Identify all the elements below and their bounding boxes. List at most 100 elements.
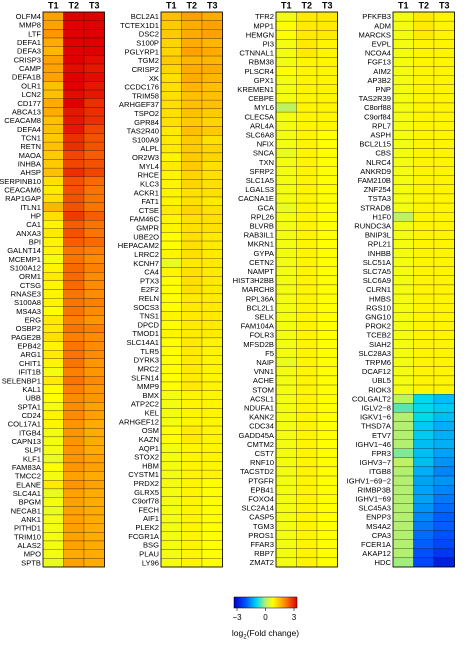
gene-label: ZMAT2 (250, 558, 274, 567)
gene-label: SLPI (25, 446, 41, 455)
heatmap-cell (83, 167, 105, 177)
heatmap-cell (201, 302, 223, 312)
heatmap-cell (201, 214, 223, 224)
gene-label: KAL1 (22, 385, 41, 394)
heatmap-cell (392, 475, 414, 486)
gene-label: PTGFR (248, 476, 274, 485)
heatmap-cell (83, 332, 105, 342)
heatmap-cell (433, 303, 455, 313)
heatmap-cell (296, 266, 318, 276)
heatmap-cell (42, 558, 64, 568)
heatmap-cell (413, 394, 435, 404)
heatmap-cell (413, 121, 435, 131)
heatmap-cell (83, 454, 105, 464)
heatmap-cell (63, 228, 85, 238)
heatmap-cell (63, 471, 85, 481)
heatmap-cell (181, 496, 203, 506)
gene-label: DPCD (137, 320, 159, 329)
heatmap-cell (160, 496, 182, 506)
heatmap-cell (83, 393, 105, 403)
heatmap-cell (296, 557, 318, 568)
heatmap-cell (83, 150, 105, 160)
heatmap-cell (83, 29, 105, 39)
heatmap-cell (413, 484, 435, 495)
gene-label: SLC6A8 (246, 131, 274, 140)
heatmap-cell (201, 152, 223, 162)
heatmap-cell (201, 276, 223, 286)
heatmap-cell (201, 82, 223, 92)
heatmap-cell (181, 240, 203, 250)
gene-label: MARCKS (359, 30, 392, 39)
heatmap-cell (83, 540, 105, 550)
gene-label: BNIP3L (365, 231, 391, 240)
heatmap-cell (296, 11, 318, 22)
gene-label: PITHD1 (14, 524, 41, 533)
heatmap-cell (160, 531, 182, 541)
heatmap-cell (392, 221, 414, 231)
heatmap-cell (392, 412, 414, 422)
heatmap-cell (413, 466, 435, 477)
heatmap-cell (42, 63, 64, 73)
gene-label: NDUFA1 (244, 403, 274, 412)
heatmap-cell (275, 375, 297, 386)
heatmap-cell (413, 548, 435, 559)
heatmap-cell (413, 184, 435, 195)
gene-label: SFRP2 (250, 167, 274, 176)
heatmap-cell (83, 306, 105, 316)
heatmap-cell (160, 249, 182, 259)
heatmap-cell (181, 346, 203, 356)
heatmap-cell (316, 184, 338, 195)
heatmap-cell (316, 148, 338, 158)
heatmap-cell (160, 390, 182, 400)
heatmap-cell (201, 249, 223, 259)
heatmap-cell (296, 175, 318, 185)
heatmap-cell (433, 457, 455, 468)
heatmap-cell (42, 29, 64, 39)
heatmap-cell (275, 166, 297, 176)
gene-label: COL17A1 (8, 420, 41, 429)
heatmap-cell (413, 357, 435, 367)
gene-label: ETV7 (372, 431, 391, 440)
heatmap-cell (160, 258, 182, 268)
heatmap-cell (392, 357, 414, 367)
heatmap-panel-2: T1 T2 T3 BCL2A1TCTEX1D1DSC2S100PPGLYRP1TGM2… (118, 1, 223, 568)
heatmap-cell (413, 494, 435, 504)
heatmap-cell (201, 346, 223, 356)
gene-label: AP3B2 (367, 76, 391, 85)
heatmap-cell (316, 102, 338, 113)
gene-label: MPO (24, 550, 41, 559)
heatmap-cell (42, 98, 64, 108)
gene-label: EPB42 (17, 342, 41, 351)
heatmap-cell (296, 166, 318, 176)
heatmap-cell (83, 159, 105, 169)
heatmap-cell (392, 484, 414, 495)
heatmap-cell (433, 57, 455, 67)
heatmap-cell (275, 403, 297, 413)
gene-label: CD177 (17, 99, 41, 108)
heatmap-cell (42, 445, 64, 455)
heatmap-cell (392, 321, 414, 331)
heatmap-cell (433, 421, 455, 431)
heatmap-cell (63, 29, 85, 39)
heatmap-cell (392, 11, 414, 22)
heatmap-cell (160, 223, 182, 233)
heatmap-cell (63, 540, 85, 550)
heatmap-cell (296, 157, 318, 167)
heatmap-cell (296, 102, 318, 113)
gene-label: MKRN1 (247, 240, 274, 249)
heatmap-cell (201, 91, 223, 101)
heatmap-cell (63, 436, 85, 446)
heatmap-cell (181, 337, 203, 347)
heatmap-cell (42, 488, 64, 498)
gene-label: COLGALT2 (352, 394, 391, 403)
gene-label: ATP2C2 (131, 400, 159, 409)
heatmap-cell (201, 417, 223, 427)
heatmap-cell (392, 230, 414, 240)
gene-label: SLC14A1 (126, 338, 159, 347)
heatmap-cell (42, 523, 64, 533)
gene-label: CRISP3 (14, 55, 41, 64)
heatmap-cell (42, 133, 64, 143)
heatmap-cell (83, 341, 105, 351)
heatmap-cell (201, 373, 223, 383)
heatmap-cell (316, 157, 338, 167)
